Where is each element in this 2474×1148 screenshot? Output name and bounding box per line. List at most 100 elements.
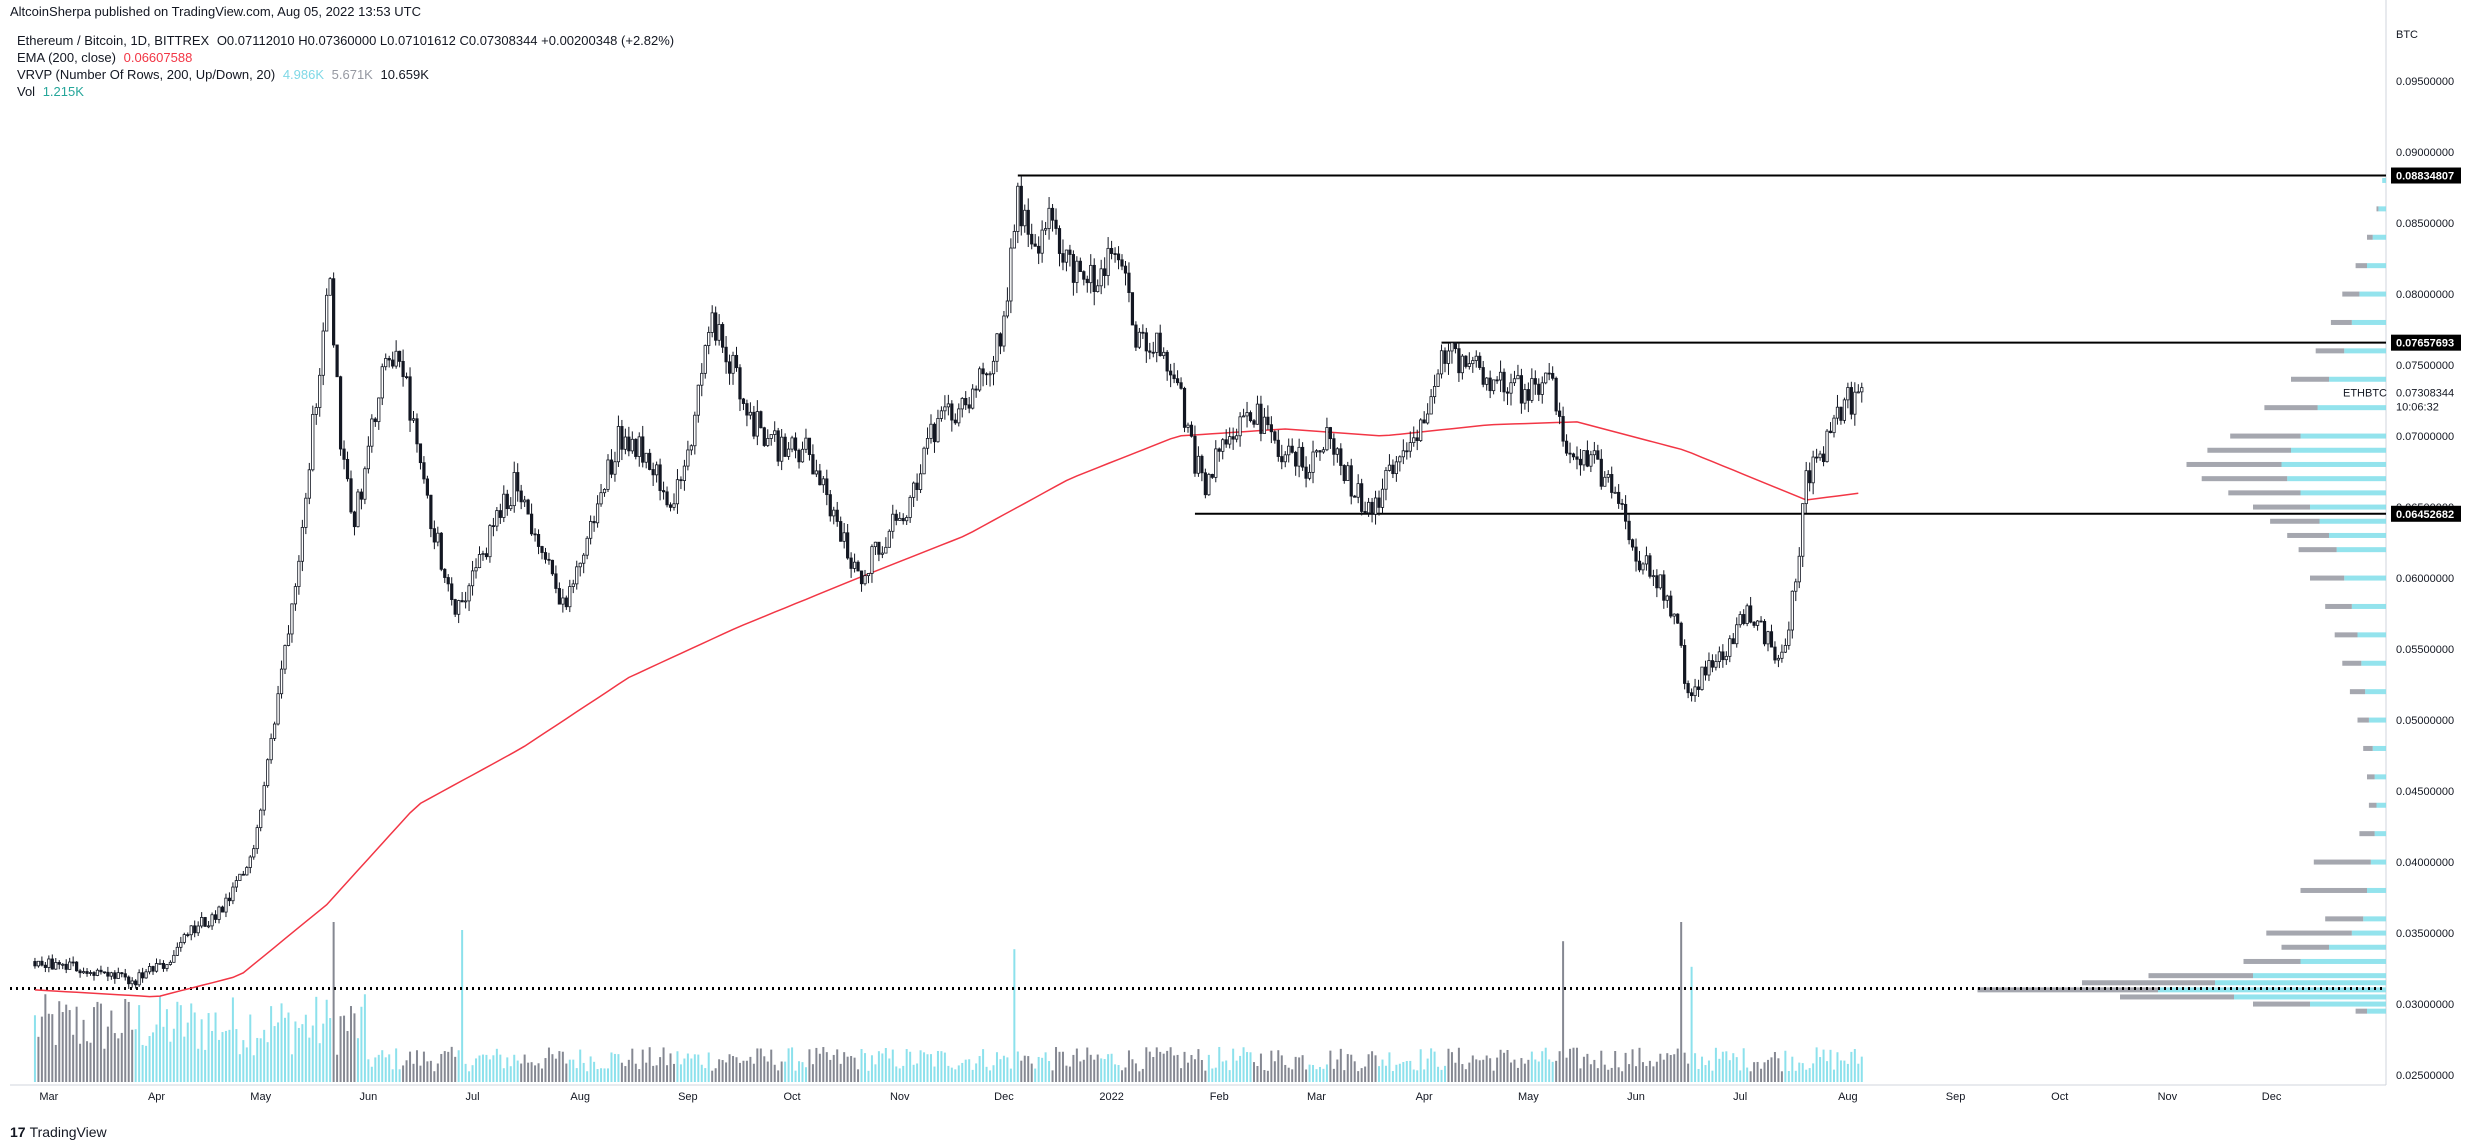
vol-row[interactable]: Vol 1.215K (17, 84, 678, 101)
candle-body (1297, 446, 1301, 467)
candle-body (1658, 574, 1662, 589)
candle-body (1047, 207, 1051, 229)
vrvp-up-bar (2310, 504, 2386, 510)
candle-body (582, 554, 586, 564)
candle-body (203, 917, 207, 927)
volume-bar (1645, 1065, 1648, 1082)
candle-body (1835, 406, 1840, 419)
candle-body (1453, 342, 1458, 350)
candle-body (1787, 629, 1791, 646)
candle-body (200, 917, 204, 927)
candle-body (745, 403, 749, 416)
volume-bar (1232, 1048, 1235, 1082)
volume-bar (1367, 1054, 1370, 1082)
candle-body (391, 359, 395, 367)
vrvp-row[interactable]: VRVP (Number Of Rows, 200, Up/Down, 20) … (17, 67, 678, 84)
volume-bar (398, 1069, 401, 1082)
volume-bar (1509, 1062, 1512, 1082)
x-tick-label: Sep (1946, 1091, 1966, 1103)
candle-body (1127, 272, 1131, 293)
candle-body (40, 960, 44, 966)
candle-body (1228, 436, 1232, 445)
volume-bar (1002, 1055, 1005, 1082)
candle-body (766, 438, 770, 446)
candle-body (912, 482, 916, 498)
volume-bar (51, 1014, 54, 1082)
volume-bar (554, 1058, 557, 1082)
volume-bar (224, 1030, 227, 1082)
volume-bar (1082, 1059, 1085, 1082)
volume-bar (804, 1067, 807, 1082)
candle-body (1498, 371, 1503, 381)
candle-body (231, 886, 235, 902)
candle-body (818, 470, 822, 486)
volume-bar (1388, 1052, 1391, 1082)
candle-body (894, 513, 898, 521)
candle-body (1155, 332, 1159, 353)
volume-bar (846, 1056, 849, 1082)
candle-body (727, 361, 732, 374)
volume-bar (950, 1067, 953, 1082)
candle-body (398, 350, 402, 362)
x-tick-label: Oct (2051, 1091, 2068, 1103)
vrvp-down-bar (2148, 973, 2253, 979)
volume-bar (384, 1057, 387, 1082)
candle-body (1689, 692, 1694, 697)
candle-body (936, 418, 940, 443)
candle-body (502, 493, 506, 518)
volume-bar (1207, 1054, 1210, 1082)
volume-bar (1635, 1066, 1638, 1082)
candle-body (1811, 456, 1815, 484)
volume-bar (1096, 1054, 1099, 1082)
volume-bar (311, 1025, 314, 1082)
symbol-row[interactable]: Ethereum / Bitcoin, 1D, BITTREX O0.07112… (17, 33, 678, 50)
candle-body (1151, 351, 1155, 354)
candle-body (1005, 300, 1010, 317)
volume-bar (513, 1054, 516, 1082)
volume-bar (308, 1037, 311, 1082)
volume-bar (1555, 1060, 1558, 1082)
candle-body (1558, 410, 1562, 417)
candle-body (1221, 439, 1225, 452)
candle-body (488, 525, 492, 558)
volume-bar (172, 1028, 175, 1082)
volume-bar (346, 1031, 349, 1082)
candle-body (1401, 450, 1405, 458)
candle-body (835, 509, 839, 522)
volume-bar (141, 1044, 144, 1082)
candle-body (1478, 355, 1482, 368)
volume-bar (1423, 1069, 1426, 1082)
candle-body (731, 354, 735, 374)
volume-bar (1704, 1065, 1707, 1082)
volume-bar (1586, 1053, 1589, 1082)
volume-bar (1485, 1055, 1488, 1082)
candle-body (1214, 448, 1218, 478)
volume-bar (923, 1052, 926, 1082)
volume-bar (1621, 1071, 1624, 1082)
candle-body (116, 972, 120, 979)
candle-body (1165, 351, 1169, 372)
volume-bar (1739, 1070, 1742, 1082)
volume-bar (256, 1037, 259, 1082)
volume-bar (1305, 1069, 1308, 1082)
ema-row[interactable]: EMA (200, close) 0.06607588 (17, 50, 678, 67)
candle-body (1186, 424, 1190, 428)
volume-bar (402, 1065, 405, 1082)
volume-bar (1475, 1059, 1478, 1082)
candle-body (154, 963, 159, 972)
candle-body (1676, 613, 1680, 624)
candle-body (540, 546, 544, 553)
price-label-text: 0.08834807 (2396, 171, 2454, 183)
candle-body (1023, 209, 1027, 227)
candle-body (877, 541, 881, 555)
volume-bar (586, 1071, 589, 1082)
candle-body (1804, 470, 1808, 505)
volume-bar (1569, 1048, 1572, 1082)
candle-body (1408, 442, 1412, 452)
volume-bar (1339, 1048, 1342, 1082)
candle-body (536, 534, 541, 547)
vrvp-down-bar (2310, 575, 2345, 581)
volume-bar (1346, 1054, 1349, 1082)
vrvp-up-bar (2291, 447, 2386, 453)
